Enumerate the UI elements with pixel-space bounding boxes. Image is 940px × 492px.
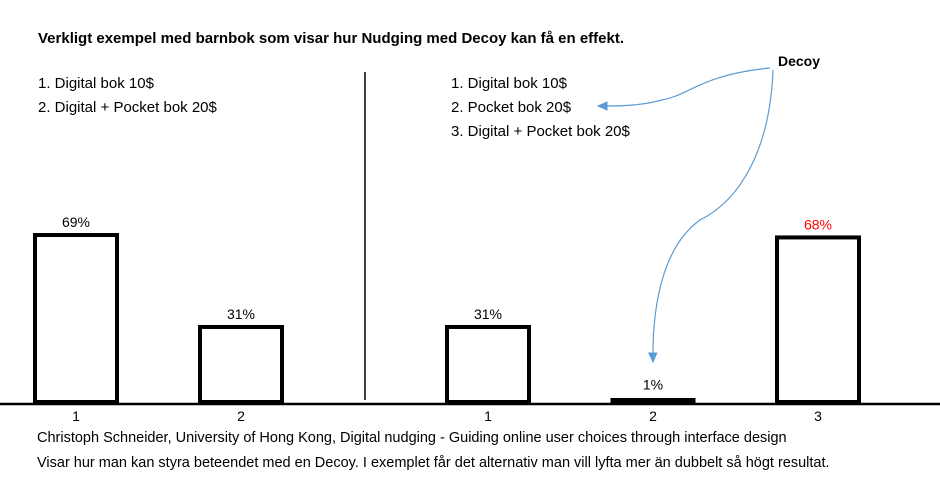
left-options-list: 1. Digital bok 10$ 2. Digital + Pocket b… — [38, 72, 217, 120]
x-tick-panel2-3: 3 — [814, 408, 822, 424]
bar-panel2-2 — [610, 398, 696, 404]
bar-panel2-3 — [775, 235, 861, 404]
caption-explanation: Visar hur man kan styra beteendet med en… — [37, 455, 830, 471]
value-label-panel2-1: 31% — [474, 306, 502, 322]
decoy-arrow-to-bar — [648, 69, 774, 364]
value-label-panel1-2: 31% — [227, 306, 255, 322]
caption-source: Christoph Schneider, University of Hong … — [37, 430, 787, 446]
left-option-2: 2. Digital + Pocket bok 20$ — [38, 99, 217, 116]
decoy-label: Decoy — [778, 53, 821, 69]
value-label-panel2-3: 68% — [804, 216, 832, 232]
figure-title: Verkligt exempel med barnbok som visar h… — [38, 30, 625, 47]
x-tick-panel2-1: 1 — [484, 408, 492, 424]
value-label-panel1-1: 69% — [62, 214, 90, 230]
x-tick-panel1-1: 1 — [72, 408, 80, 424]
x-tick-panel1-2: 2 — [237, 408, 245, 424]
x-tick-panel2-2: 2 — [649, 408, 657, 424]
right-options-list: 1. Digital bok 10$ 2. Pocket bok 20$ 3. … — [451, 72, 630, 144]
bars-layer: 69% 1 31% 2 31% 1 1% 2 68% 3 — [33, 214, 861, 424]
bar-panel1-2 — [198, 324, 284, 405]
decoy-arrow-to-option — [596, 67, 771, 111]
right-option-2: 2. Pocket bok 20$ — [451, 99, 572, 116]
bar-panel1-1 — [33, 233, 119, 404]
bar-panel2-1 — [445, 324, 531, 405]
value-label-panel2-2: 1% — [643, 377, 663, 393]
right-option-3: 3. Digital + Pocket bok 20$ — [451, 123, 630, 140]
left-option-1: 1. Digital bok 10$ — [38, 75, 154, 92]
right-option-1: 1. Digital bok 10$ — [451, 75, 567, 92]
